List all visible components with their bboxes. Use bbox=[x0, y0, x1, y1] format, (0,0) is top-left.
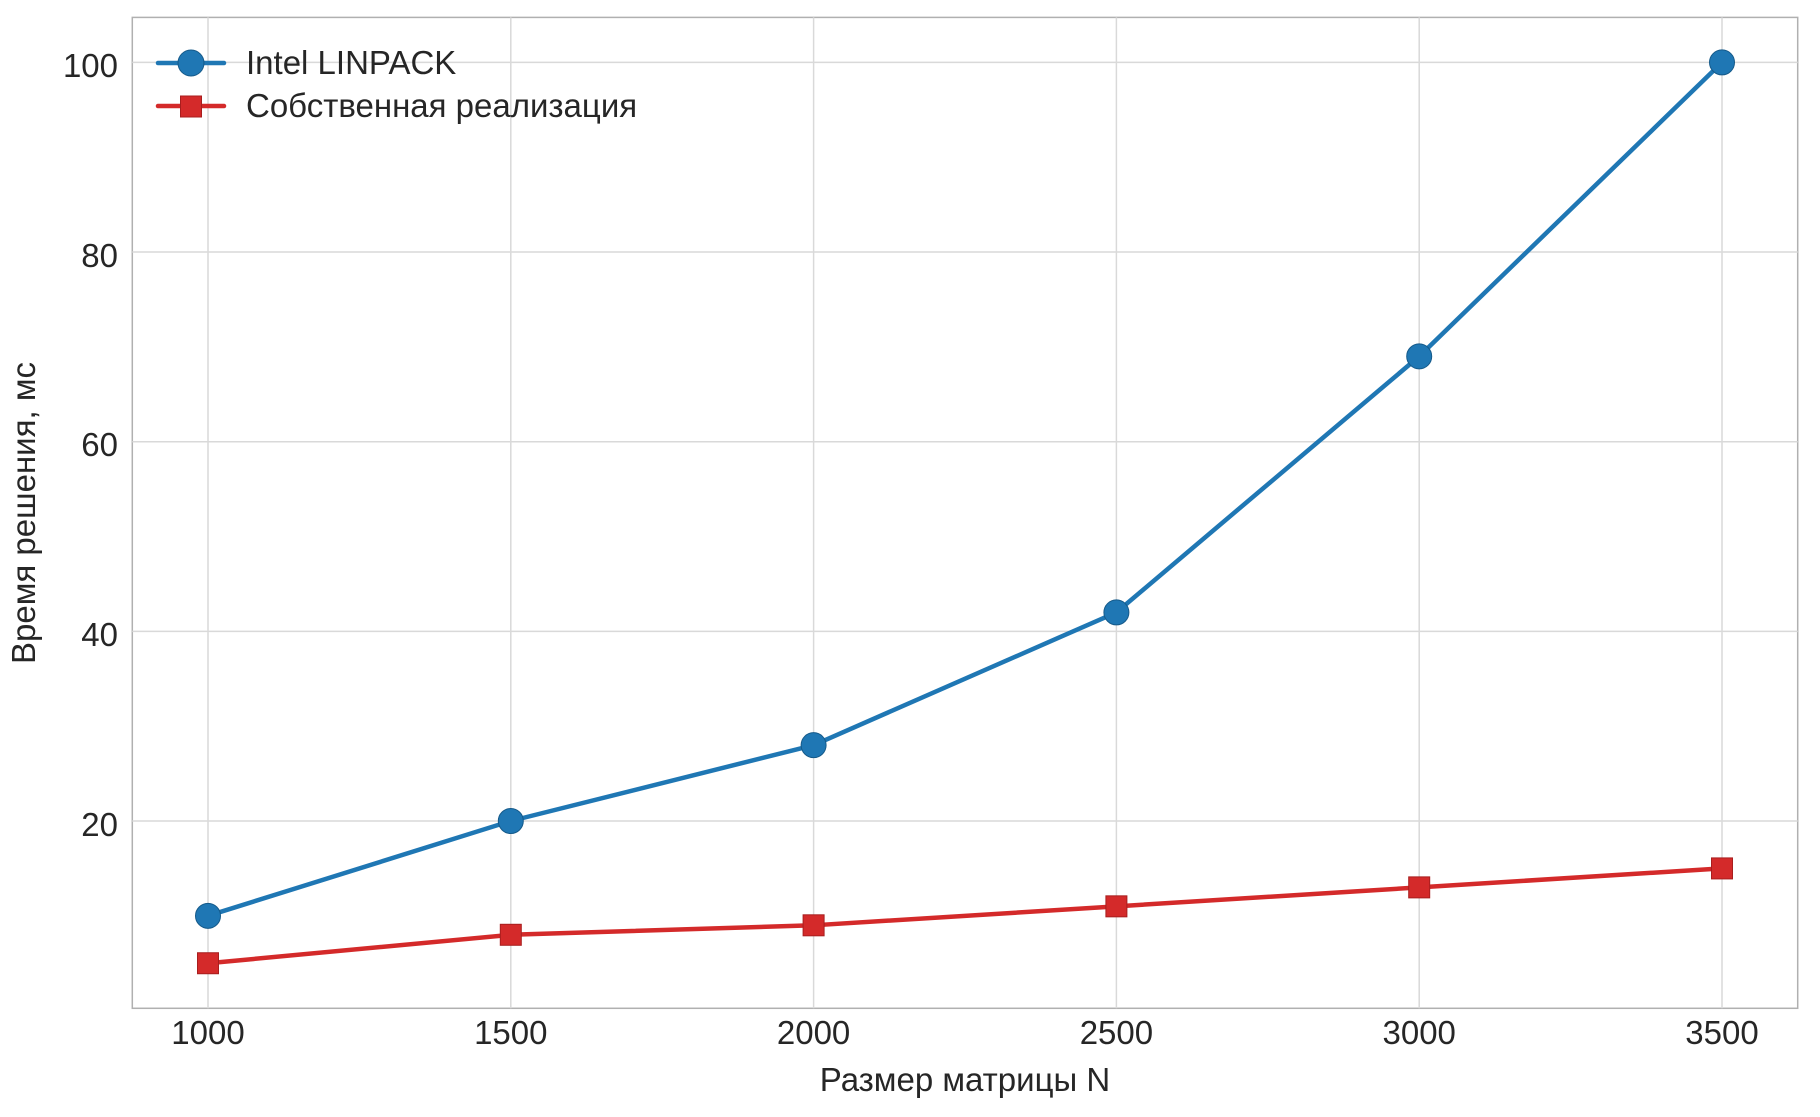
svg-text:Время решения, мс: Время решения, мс bbox=[5, 362, 42, 664]
svg-text:80: 80 bbox=[81, 237, 118, 274]
svg-text:1000: 1000 bbox=[171, 1014, 244, 1051]
svg-text:1500: 1500 bbox=[474, 1014, 547, 1051]
svg-text:3000: 3000 bbox=[1382, 1014, 1455, 1051]
svg-text:3500: 3500 bbox=[1685, 1014, 1758, 1051]
svg-text:100: 100 bbox=[63, 47, 118, 84]
svg-text:2500: 2500 bbox=[1080, 1014, 1153, 1051]
svg-text:20: 20 bbox=[81, 806, 118, 843]
svg-text:40: 40 bbox=[81, 616, 118, 653]
svg-text:60: 60 bbox=[81, 426, 118, 463]
svg-text:2000: 2000 bbox=[777, 1014, 850, 1051]
svg-text:Intel LINPACK: Intel LINPACK bbox=[246, 44, 456, 81]
svg-text:Собственная реализация: Собственная реализация bbox=[246, 87, 637, 124]
svg-text:Размер матрицы N: Размер матрицы N bbox=[820, 1061, 1110, 1098]
